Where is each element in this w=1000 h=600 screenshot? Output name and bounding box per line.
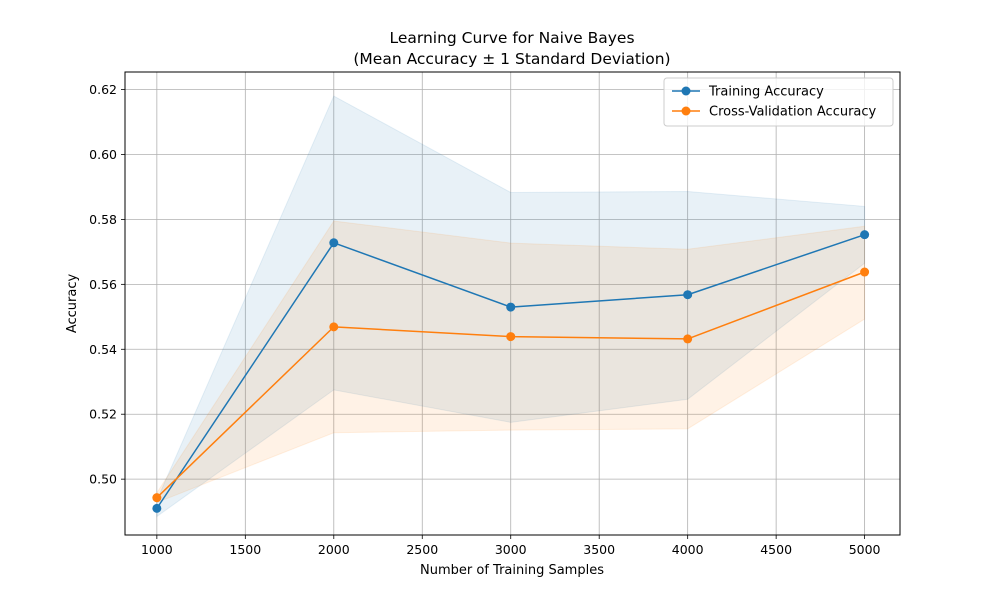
x-tick-label: 3500 <box>583 542 615 557</box>
x-tick-label: 3000 <box>495 542 527 557</box>
cv-point <box>329 322 339 332</box>
training-point <box>152 503 162 513</box>
cv-point <box>860 267 870 277</box>
x-axis-ticks: 1000 1500 2000 2500 3000 3500 4000 4500 5000 <box>141 535 881 557</box>
plot-frame <box>124 71 901 536</box>
cv-point <box>683 334 693 344</box>
cv-point <box>152 493 162 503</box>
x-tick-label: 1000 <box>141 542 173 557</box>
legend-label-training: Training Accuracy <box>708 85 824 100</box>
x-tick-label: 2500 <box>406 542 438 557</box>
legend-label-cv: Cross-Validation Accuracy <box>709 105 877 120</box>
training-point <box>683 290 693 300</box>
training-point <box>329 238 339 248</box>
y-tick-label: 0.58 <box>89 212 117 227</box>
chart-subtitle: (Mean Accuracy ± 1 Standard Deviation) <box>353 50 670 68</box>
chart-title: Learning Curve for Naive Bayes <box>389 29 634 47</box>
x-tick-label: 1500 <box>229 542 261 557</box>
grid <box>125 72 900 535</box>
y-tick-label: 0.54 <box>89 342 117 357</box>
y-tick-label: 0.60 <box>89 147 117 162</box>
x-tick-label: 4500 <box>760 542 792 557</box>
x-tick-label: 5000 <box>849 542 881 557</box>
x-tick-label: 2000 <box>318 542 350 557</box>
y-axis-ticks: 0.50 0.52 0.54 0.56 0.58 0.60 0.62 <box>89 82 125 487</box>
y-tick-label: 0.50 <box>89 472 117 487</box>
cv-point <box>506 332 516 342</box>
x-axis-label: Number of Training Samples <box>420 563 604 578</box>
training-point <box>860 230 870 240</box>
legend-box <box>663 77 894 127</box>
x-tick-label: 4000 <box>672 542 704 557</box>
legend-marker-cv <box>681 106 691 116</box>
series-markers <box>152 230 870 513</box>
y-tick-label: 0.56 <box>89 277 117 292</box>
y-axis-label: Accuracy <box>65 274 80 334</box>
y-tick-label: 0.52 <box>89 407 117 422</box>
training-point <box>506 302 516 312</box>
legend: Training Accuracy Cross-Validation Accur… <box>663 77 894 127</box>
y-tick-label: 0.62 <box>89 82 117 97</box>
legend-marker-training <box>681 86 691 96</box>
